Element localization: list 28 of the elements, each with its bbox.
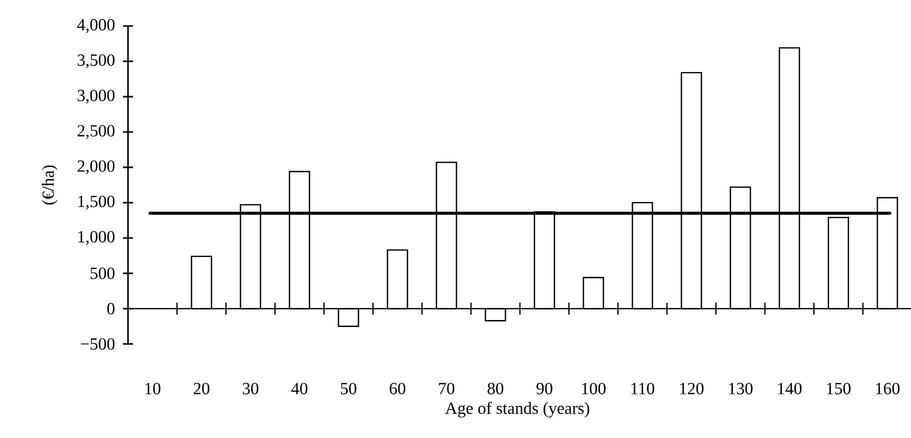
x-axis-title: Age of stands (years) [445,402,590,418]
x-tick-label: 150 [827,382,851,394]
y-tick-label: 1,000 [78,231,114,245]
y-axis-title: (€/ha) [42,165,58,205]
x-tick-label: 160 [876,382,900,394]
y-tick-label: 3,500 [78,54,114,68]
x-tick-label: 10 [145,382,160,394]
y-tick-label: 2,500 [78,125,114,139]
y-tick-label: 1,500 [78,196,114,210]
x-tick-label: 120 [680,382,704,394]
x-tick-label: 40 [291,382,308,394]
x-tick-label: 140 [778,382,802,394]
x-tick-label: 60 [390,382,406,394]
y-tick-label: 4,000 [77,19,114,33]
y-tick-label: 3,000 [78,90,114,104]
y-tick-label: −500 [80,338,114,350]
x-tick-label: 30 [242,382,258,394]
x-tick-label: 90 [536,382,552,394]
x-tick-label: 100 [582,382,606,394]
x-tick-label: 110 [631,382,654,394]
x-tick-label: 80 [488,382,504,394]
y-tick-label: 0 [107,302,114,314]
y-tick-label: 500 [90,268,114,280]
x-tick-label: 130 [729,382,753,394]
x-tick-label: 50 [340,382,356,394]
x-tick-label: 70 [439,382,454,394]
y-tick-label: 2,000 [78,160,114,174]
x-tick-label: 20 [194,382,210,394]
